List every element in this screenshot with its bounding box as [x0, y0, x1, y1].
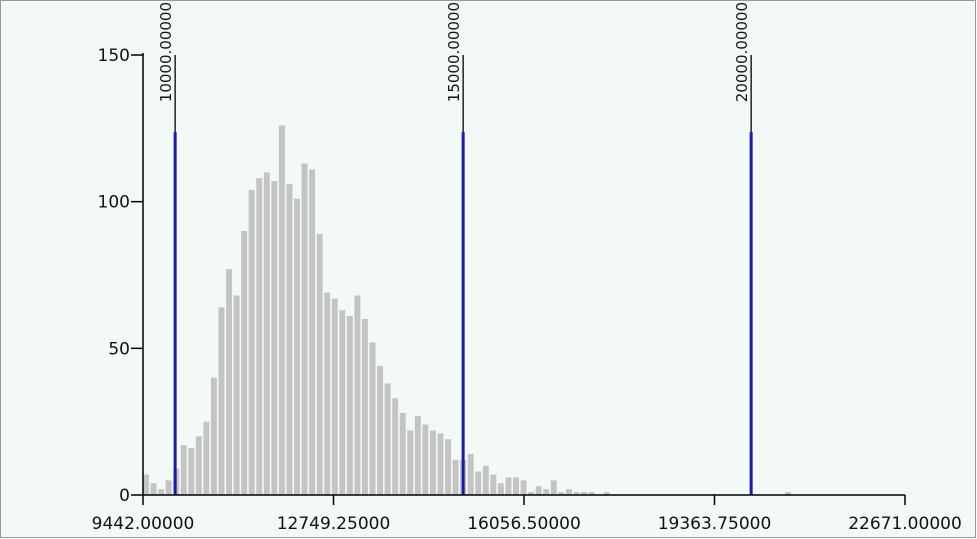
histogram-bar [361, 319, 368, 495]
histogram-bar [407, 430, 414, 495]
histogram-bar [565, 489, 572, 495]
histogram-bar [784, 492, 791, 495]
histogram-bar [241, 231, 248, 495]
reference-lines-layer: 10000.00000 15000.00000 20000.00000 [157, 2, 753, 495]
histogram-bar [339, 310, 346, 495]
histogram-bar [543, 489, 550, 495]
histogram-bar [392, 398, 399, 495]
reference-line-label: 20000.00000 [733, 2, 751, 102]
histogram-bar [467, 453, 474, 495]
histogram-bar [399, 412, 406, 495]
axes-layer: 0 50 100 150 9442.00000 12749.25000 16056.5000… [92, 46, 962, 534]
histogram-bar [210, 377, 217, 495]
reference-line-label: 15000.00000 [445, 2, 463, 102]
histogram-bar [324, 292, 331, 495]
histogram-bar [588, 492, 595, 495]
x-tick-label: 22671.00000 [848, 514, 962, 534]
histogram-bar [354, 295, 361, 495]
histogram-bar [248, 189, 255, 495]
x-tick-label: 19363.75000 [658, 514, 772, 534]
histogram-bar [550, 480, 557, 495]
histogram-bar [226, 269, 233, 495]
histogram-bar [278, 125, 285, 496]
histogram-bar [143, 474, 149, 495]
x-tick-label: 12749.25000 [277, 514, 391, 534]
histogram-bar [505, 477, 512, 495]
y-tick-label: 150 [98, 46, 130, 66]
y-tick-label: 50 [108, 339, 130, 359]
histogram-bar [331, 298, 338, 495]
histogram-bar [195, 436, 202, 495]
histogram-bar [437, 433, 444, 495]
histogram-bar [165, 480, 172, 495]
histogram-bar [475, 471, 482, 495]
histogram-bar [188, 448, 195, 495]
histogram-bar [535, 486, 542, 495]
histogram-bar [301, 163, 308, 495]
histogram-bar [256, 178, 263, 495]
histogram-bar [573, 492, 580, 495]
histogram-bar [286, 184, 293, 495]
histogram-bar [203, 421, 210, 495]
histogram-bar [158, 489, 165, 495]
histogram-bar [497, 483, 504, 495]
reference-line-label: 10000.00000 [157, 2, 175, 102]
histogram-bar [218, 307, 225, 495]
y-tick-label: 100 [98, 193, 130, 213]
histogram-bar [558, 492, 565, 495]
histogram-bar [528, 492, 535, 495]
histogram-bar [180, 445, 187, 495]
x-tick-label: 9442.00000 [92, 514, 195, 534]
histogram-bar [445, 439, 452, 495]
histogram-bar [520, 480, 527, 495]
histogram-bar [346, 316, 353, 495]
histogram-bar [150, 483, 157, 495]
histogram-bar [294, 198, 300, 496]
histogram-bar [452, 459, 459, 495]
histogram-bar [603, 492, 610, 495]
histogram-bar [482, 465, 489, 495]
histogram-bar [384, 383, 391, 495]
histogram-bar [580, 492, 587, 495]
histogram-bar [369, 342, 376, 495]
y-tick-label: 0 [119, 486, 130, 506]
histogram-bar [271, 181, 278, 495]
histogram-bar [377, 365, 384, 495]
histogram-bar [513, 477, 519, 495]
histogram-bar [316, 233, 323, 495]
histogram-bar [233, 295, 240, 495]
histogram-bar [422, 424, 429, 495]
bars-layer [143, 125, 791, 496]
histogram-bar [414, 415, 421, 495]
histogram-bar [309, 169, 316, 495]
histogram-bar [490, 474, 497, 495]
histogram-bar [263, 172, 270, 495]
histogram-bar [429, 430, 436, 495]
x-tick-label: 16056.50000 [467, 514, 581, 534]
